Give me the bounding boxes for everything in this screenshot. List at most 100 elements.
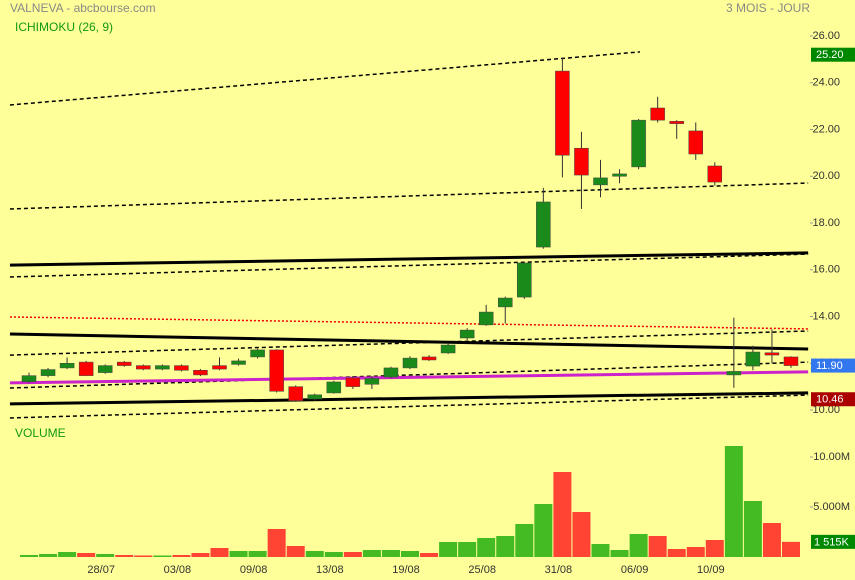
candle-body bbox=[212, 365, 227, 370]
x-tick-label: 19/08 bbox=[392, 564, 420, 576]
candle-body bbox=[631, 119, 646, 168]
volume-bar bbox=[153, 555, 172, 557]
candle-body bbox=[688, 130, 703, 155]
volume-bar bbox=[629, 534, 648, 557]
volume-bar bbox=[553, 472, 572, 557]
volume-bar bbox=[191, 553, 210, 557]
volume-bar bbox=[58, 552, 77, 557]
candle-body bbox=[707, 165, 723, 183]
indicator-line bbox=[9, 182, 809, 210]
indicator-line bbox=[9, 370, 809, 385]
volume-bar bbox=[267, 529, 286, 557]
candle-body bbox=[555, 70, 570, 156]
candle-body bbox=[40, 369, 56, 376]
volume-bar bbox=[648, 536, 667, 557]
indicator-line bbox=[9, 316, 809, 330]
volume-bar bbox=[477, 538, 496, 557]
candle-body bbox=[650, 107, 665, 121]
y-tick-label: 20.00 bbox=[812, 170, 840, 182]
volume-bar bbox=[39, 554, 58, 557]
candle-body bbox=[136, 365, 151, 370]
x-tick-label: 28/07 bbox=[87, 564, 115, 576]
volume-bar bbox=[172, 555, 191, 557]
volume-bar bbox=[401, 551, 419, 557]
candle-body bbox=[402, 357, 418, 369]
x-tick-label: 13/08 bbox=[316, 564, 344, 576]
chart-subtitle: 3 MOIS - JOUR bbox=[726, 1, 810, 15]
candle-body bbox=[383, 367, 399, 378]
x-tick-label: 09/08 bbox=[240, 564, 268, 576]
y-tick-label: 22.00 bbox=[812, 123, 840, 135]
volume-bar bbox=[610, 550, 629, 557]
volume-bar bbox=[210, 548, 229, 557]
candle-body bbox=[783, 356, 799, 366]
volume-bar bbox=[248, 551, 267, 557]
volume-bar bbox=[724, 446, 743, 557]
x-tick-label: 31/08 bbox=[545, 564, 573, 576]
candle-body bbox=[174, 365, 189, 371]
x-tick-label: 10/09 bbox=[697, 564, 725, 576]
indicator-line bbox=[9, 394, 809, 419]
volume-bar bbox=[591, 544, 610, 557]
candle-body bbox=[155, 365, 170, 370]
volume-bar bbox=[305, 551, 324, 557]
price-tag-label: 11.90 bbox=[816, 360, 843, 372]
price-tag bbox=[811, 358, 855, 373]
y-tick-label: 24.00 bbox=[812, 77, 840, 89]
volume-bar bbox=[496, 536, 515, 557]
price-tag-label: 25.20 bbox=[816, 49, 844, 61]
candle-body bbox=[498, 297, 513, 308]
y-tick-label: 14.00 bbox=[812, 310, 840, 322]
volume-bar bbox=[782, 541, 800, 557]
volume-tick-label: 5.000M bbox=[813, 501, 850, 513]
volume-bar bbox=[572, 512, 591, 557]
candle-body bbox=[364, 378, 380, 385]
indicator-label: ICHIMOKU (26, 9) bbox=[15, 20, 113, 34]
volume-tag bbox=[811, 534, 855, 549]
volume-tick-label: 10.00M bbox=[813, 451, 850, 463]
candle-body bbox=[478, 311, 494, 326]
candle-body bbox=[517, 262, 532, 298]
volume-bar bbox=[343, 552, 362, 557]
y-tick-label: 16.00 bbox=[812, 264, 840, 276]
volume-bar bbox=[667, 549, 686, 557]
candle-body bbox=[726, 371, 742, 376]
indicator-line bbox=[9, 361, 809, 389]
candle-body bbox=[421, 356, 437, 361]
candle-body bbox=[193, 370, 208, 376]
y-tick-label: 10.00 bbox=[812, 404, 840, 416]
volume-bar bbox=[458, 542, 477, 557]
candle-body bbox=[250, 349, 265, 358]
y-tick-label: 18.00 bbox=[812, 217, 840, 229]
indicator-line bbox=[9, 253, 809, 278]
indicator-line bbox=[9, 332, 809, 351]
volume-bar bbox=[762, 523, 781, 557]
candle-body bbox=[326, 381, 342, 394]
volume-bar bbox=[115, 555, 134, 557]
volume-bar bbox=[743, 501, 762, 557]
volume-bar bbox=[77, 553, 96, 557]
candle-body bbox=[669, 121, 684, 124]
candle-body bbox=[593, 177, 608, 186]
volume-bar bbox=[286, 546, 305, 557]
volume-label: VOLUME bbox=[15, 426, 66, 440]
candle-body bbox=[307, 394, 322, 400]
candle-body bbox=[231, 360, 246, 365]
candle-body bbox=[345, 377, 361, 387]
candle-body bbox=[574, 147, 589, 176]
volume-bar bbox=[515, 524, 534, 557]
volume-bar bbox=[381, 550, 400, 557]
volume-bar bbox=[420, 553, 439, 557]
price-tag-label: 10.46 bbox=[816, 394, 844, 406]
candle-body bbox=[78, 361, 94, 376]
price-tag bbox=[811, 47, 855, 62]
candle-body bbox=[21, 375, 37, 382]
x-tick-label: 03/08 bbox=[164, 564, 192, 576]
price-tag bbox=[811, 392, 855, 407]
volume-bar bbox=[20, 555, 38, 557]
candle-body bbox=[745, 351, 761, 367]
indicator-line bbox=[9, 391, 809, 406]
volume-bar bbox=[324, 552, 343, 557]
candle-body bbox=[59, 363, 75, 369]
